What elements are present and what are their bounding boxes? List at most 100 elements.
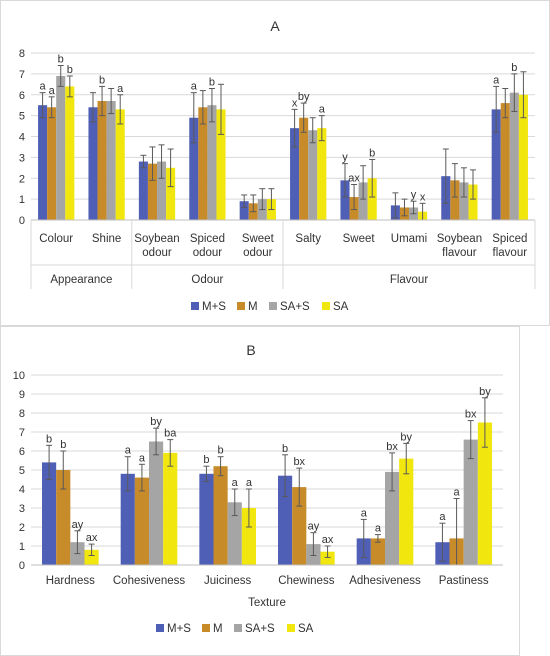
bar-m — [198, 107, 208, 220]
x-tick-label: Sweet — [242, 233, 275, 245]
y-tick-label: 4 — [19, 132, 25, 144]
legend-swatch — [237, 302, 245, 310]
bar-mps — [42, 462, 57, 565]
significance-letter: b — [369, 147, 375, 159]
legend-label: M — [213, 623, 223, 635]
y-tick-label: 1 — [19, 541, 25, 553]
bar-m — [500, 103, 510, 220]
bar-m — [134, 477, 149, 565]
y-tick-label: 5 — [19, 465, 25, 477]
y-tick-label: 0 — [19, 215, 25, 227]
legend-swatch — [234, 624, 242, 632]
significance-letter: a — [361, 507, 368, 519]
group-label: Odour — [191, 274, 223, 286]
x-tick-label: Salty — [295, 233, 321, 245]
significance-letter: a — [40, 81, 47, 93]
bar-mps — [138, 161, 148, 220]
significance-letter: a — [454, 487, 461, 499]
bar-sa — [518, 94, 528, 220]
chart-panel-b: B 0 1 2 3 4 5 6 7 8 9 10 b a b b a a b a b bx a a ay by a ay bx bx ax b… — [0, 326, 520, 656]
x-tick-label: Sweet — [343, 233, 376, 245]
x-tick-label: Chewiness — [278, 575, 334, 587]
bar-m — [450, 180, 460, 220]
y-tick-label: 3 — [19, 152, 25, 164]
group-label: Flavour — [390, 274, 429, 286]
bar-sa — [317, 128, 327, 220]
x-tick-label: Soybean — [437, 233, 482, 245]
bar-mps — [199, 473, 214, 565]
bar-m — [370, 538, 385, 565]
x-tick-label: Adhesiveness — [349, 575, 421, 587]
significance-letter: a — [191, 81, 198, 93]
y-tick-label: 1 — [19, 194, 25, 206]
significance-letter: by — [298, 91, 310, 103]
significance-letter: bx — [465, 409, 477, 421]
bar-m — [97, 101, 107, 220]
x-tick-label: Pastiness — [439, 575, 489, 587]
bar-saps — [207, 105, 217, 220]
bar-m — [292, 487, 307, 565]
y-tick-label: 8 — [19, 408, 25, 420]
significance-letter: a — [49, 85, 56, 97]
y-tick-label: 7 — [19, 69, 25, 81]
significance-letter: x — [420, 191, 426, 203]
y-tick-label: 2 — [19, 522, 25, 534]
chart-panel-a: A 0 1 2 3 4 5 6 7 8 a a x y a a b by ax b b y b b a a b x Colour Shin… — [0, 0, 550, 326]
significance-letter: ax — [348, 173, 360, 185]
bar-sa — [65, 86, 75, 221]
x-tick-label: odour — [243, 247, 273, 259]
bar-m — [147, 163, 157, 220]
x-tick-label: Shine — [92, 233, 121, 245]
significance-letter: b — [203, 454, 209, 466]
bar-mps — [88, 107, 98, 220]
significance-letter: a — [375, 523, 382, 535]
y-tick-label: 4 — [19, 484, 25, 496]
bar-sa — [320, 551, 335, 565]
significance-letter: a — [319, 104, 326, 116]
bar-sa — [477, 422, 492, 565]
legend-label: SA — [298, 623, 314, 635]
bar-mps — [38, 105, 48, 220]
significance-letter: bx — [386, 441, 398, 453]
x-tick-label: Spiced — [492, 233, 527, 245]
y-tick-label: 5 — [19, 111, 25, 123]
bar-sa — [115, 109, 125, 220]
bar-saps — [459, 182, 469, 220]
bar-mps — [491, 109, 501, 220]
significance-letter: b — [99, 74, 105, 86]
legend-label: SA+S — [245, 623, 275, 635]
bar-sa — [216, 109, 226, 220]
y-tick-label: 9 — [19, 389, 25, 401]
bar-saps — [157, 161, 167, 220]
bar-sa — [84, 549, 99, 565]
chart-title: B — [246, 342, 255, 358]
significance-letter: b — [511, 62, 517, 74]
bar-m — [299, 117, 309, 220]
significance-letter: y — [411, 189, 417, 201]
bar-m — [47, 107, 57, 220]
legend-label: SA — [333, 301, 349, 313]
bar-saps — [149, 441, 164, 565]
bar-saps — [106, 101, 116, 220]
bar-saps — [227, 502, 242, 565]
significance-letter: a — [232, 477, 239, 489]
y-tick-label: 10 — [13, 370, 25, 382]
significance-letter: bx — [293, 456, 305, 468]
legend-label: SA+S — [280, 301, 310, 313]
bar-mps — [290, 128, 300, 220]
significance-letter: b — [282, 443, 288, 455]
bar-sa — [241, 508, 256, 565]
bar-saps — [358, 182, 368, 220]
bar-sa — [163, 452, 178, 565]
significance-letter: a — [246, 477, 253, 489]
x-tick-label: Colour — [39, 233, 73, 245]
x-tick-label: odour — [142, 247, 172, 259]
bar-mps — [239, 201, 249, 220]
y-tick-label: 2 — [19, 173, 25, 185]
significance-letter: by — [400, 431, 412, 443]
significance-letter: ax — [86, 532, 98, 544]
x-tick-label: Juiciness — [204, 575, 252, 587]
chart-title: A — [270, 18, 280, 34]
